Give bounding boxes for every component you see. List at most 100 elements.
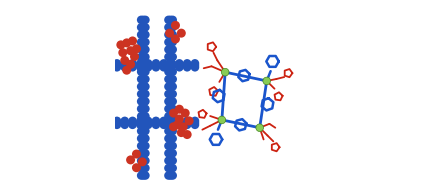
Circle shape: [166, 134, 175, 143]
Circle shape: [113, 117, 121, 125]
Circle shape: [168, 97, 177, 106]
Circle shape: [137, 30, 145, 39]
Circle shape: [139, 127, 147, 135]
Circle shape: [139, 45, 147, 54]
Circle shape: [141, 105, 150, 113]
Circle shape: [137, 45, 145, 54]
Circle shape: [126, 155, 135, 164]
Circle shape: [175, 61, 184, 70]
Circle shape: [128, 61, 137, 70]
Circle shape: [144, 119, 153, 127]
Circle shape: [168, 149, 177, 158]
Circle shape: [175, 119, 184, 127]
Circle shape: [139, 142, 147, 150]
Circle shape: [164, 134, 173, 143]
Circle shape: [120, 59, 129, 68]
Circle shape: [159, 121, 168, 129]
Circle shape: [256, 124, 264, 132]
Circle shape: [139, 97, 147, 106]
Circle shape: [183, 121, 191, 129]
Circle shape: [166, 38, 175, 46]
Circle shape: [139, 60, 147, 69]
Circle shape: [159, 61, 168, 70]
Circle shape: [132, 150, 141, 159]
Circle shape: [164, 105, 173, 113]
Circle shape: [168, 82, 177, 91]
Circle shape: [137, 97, 145, 106]
Circle shape: [152, 59, 160, 68]
Circle shape: [168, 53, 177, 61]
Circle shape: [141, 156, 150, 165]
Circle shape: [152, 63, 160, 72]
Circle shape: [139, 90, 147, 98]
Circle shape: [137, 38, 145, 46]
Circle shape: [171, 35, 180, 43]
Circle shape: [118, 48, 127, 57]
Circle shape: [168, 134, 177, 143]
Circle shape: [166, 16, 175, 24]
Circle shape: [166, 23, 175, 32]
Circle shape: [168, 60, 177, 69]
Circle shape: [128, 59, 137, 68]
Circle shape: [144, 117, 153, 125]
Circle shape: [141, 53, 150, 61]
Circle shape: [128, 63, 137, 72]
Circle shape: [173, 120, 182, 129]
Circle shape: [164, 30, 173, 39]
Circle shape: [137, 90, 145, 98]
Circle shape: [183, 119, 191, 127]
Circle shape: [139, 164, 147, 172]
Circle shape: [191, 63, 199, 72]
Circle shape: [164, 23, 173, 32]
Circle shape: [263, 77, 271, 85]
Circle shape: [141, 16, 150, 24]
Circle shape: [139, 53, 147, 61]
Circle shape: [166, 60, 175, 69]
Circle shape: [168, 105, 177, 113]
Circle shape: [122, 38, 131, 47]
Circle shape: [144, 59, 153, 68]
Circle shape: [164, 156, 173, 165]
Circle shape: [137, 16, 145, 24]
Circle shape: [128, 117, 137, 125]
Circle shape: [120, 119, 129, 127]
Circle shape: [139, 156, 147, 165]
Circle shape: [218, 116, 226, 124]
Circle shape: [113, 63, 121, 72]
Circle shape: [137, 112, 145, 121]
Circle shape: [141, 82, 150, 91]
Circle shape: [168, 16, 177, 24]
Circle shape: [164, 45, 173, 54]
Circle shape: [164, 142, 173, 150]
Circle shape: [137, 60, 145, 69]
Circle shape: [169, 122, 178, 131]
Circle shape: [120, 121, 129, 129]
Circle shape: [137, 82, 145, 91]
Circle shape: [139, 38, 147, 46]
Circle shape: [164, 16, 173, 24]
Circle shape: [136, 119, 144, 127]
Circle shape: [159, 63, 168, 72]
Circle shape: [167, 121, 176, 129]
Circle shape: [168, 112, 177, 121]
Circle shape: [141, 112, 150, 121]
Circle shape: [141, 149, 150, 158]
Circle shape: [152, 119, 160, 127]
Circle shape: [137, 156, 145, 165]
Circle shape: [130, 52, 139, 61]
Circle shape: [128, 119, 137, 127]
Circle shape: [175, 114, 184, 123]
Circle shape: [177, 128, 186, 137]
Circle shape: [137, 134, 145, 143]
Circle shape: [141, 60, 150, 69]
Circle shape: [139, 23, 147, 32]
Circle shape: [159, 59, 168, 68]
Circle shape: [164, 60, 173, 69]
Circle shape: [175, 121, 184, 129]
Circle shape: [164, 82, 173, 91]
Circle shape: [168, 156, 177, 165]
Circle shape: [152, 121, 160, 129]
Circle shape: [144, 63, 153, 72]
Circle shape: [169, 109, 178, 118]
Circle shape: [139, 119, 147, 128]
